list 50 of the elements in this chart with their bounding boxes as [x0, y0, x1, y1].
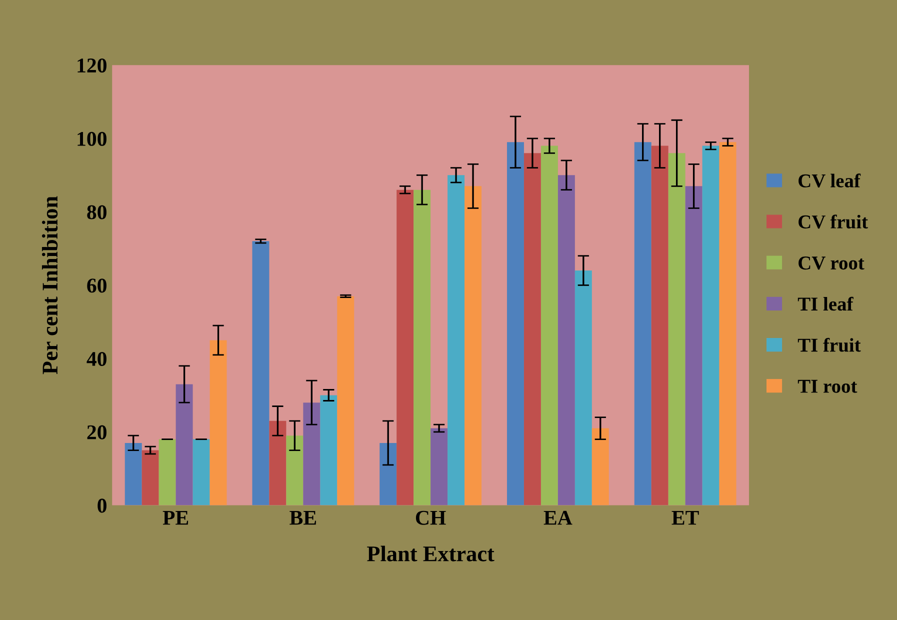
- bar: [464, 186, 482, 506]
- bar: [558, 175, 575, 506]
- legend-label: TI leaf: [798, 296, 854, 311]
- bar: [414, 190, 431, 506]
- x-tick-label: PE: [162, 510, 188, 525]
- x-tick-label: ET: [672, 510, 699, 525]
- bar: [269, 420, 286, 506]
- bar: [286, 436, 304, 506]
- legend-label: CV leaf: [798, 174, 861, 188]
- bar: [337, 296, 354, 506]
- bar: [176, 384, 193, 506]
- legend-label: TI root: [798, 380, 858, 393]
- bar: [524, 153, 541, 506]
- y-tick-label: 100: [78, 132, 106, 146]
- x-tick-label: BE: [290, 510, 316, 525]
- bar: [396, 190, 414, 506]
- bar: [574, 270, 592, 506]
- bar: [252, 241, 270, 506]
- bar: [380, 442, 397, 506]
- legend-label: CV fruit: [798, 214, 868, 229]
- x-tick-label: CH: [416, 510, 446, 525]
- x-tick-label: EA: [544, 510, 572, 525]
- bar: [634, 142, 652, 506]
- bar: [303, 402, 320, 506]
- bar: [592, 428, 609, 506]
- y-tick-label: 120: [78, 58, 106, 73]
- y-tick-label: 20: [87, 425, 106, 440]
- y-tick-label: 80: [87, 205, 106, 220]
- bar: [685, 186, 702, 506]
- bar: [192, 439, 210, 506]
- legend-label: CV root: [798, 256, 864, 270]
- bar: [158, 439, 176, 506]
- y-tick-label: 60: [87, 278, 106, 293]
- bar: [540, 146, 558, 506]
- bar: [448, 175, 465, 506]
- bar: [702, 146, 720, 506]
- bar: [651, 146, 668, 506]
- bar: [506, 142, 524, 506]
- y-axis-title: Per cent Inhibition: [42, 196, 58, 374]
- legend-label: TI fruit: [798, 338, 861, 352]
- y-tick-label: 0: [98, 498, 106, 513]
- y-tick-label: 40: [86, 352, 106, 366]
- bar: [142, 450, 159, 506]
- bar: [430, 428, 448, 506]
- bar: [124, 442, 142, 506]
- bar: [210, 340, 227, 506]
- x-axis-title: Plant Extract: [367, 546, 494, 562]
- bar: [668, 153, 686, 506]
- bar: [719, 142, 736, 506]
- bar: [320, 395, 338, 506]
